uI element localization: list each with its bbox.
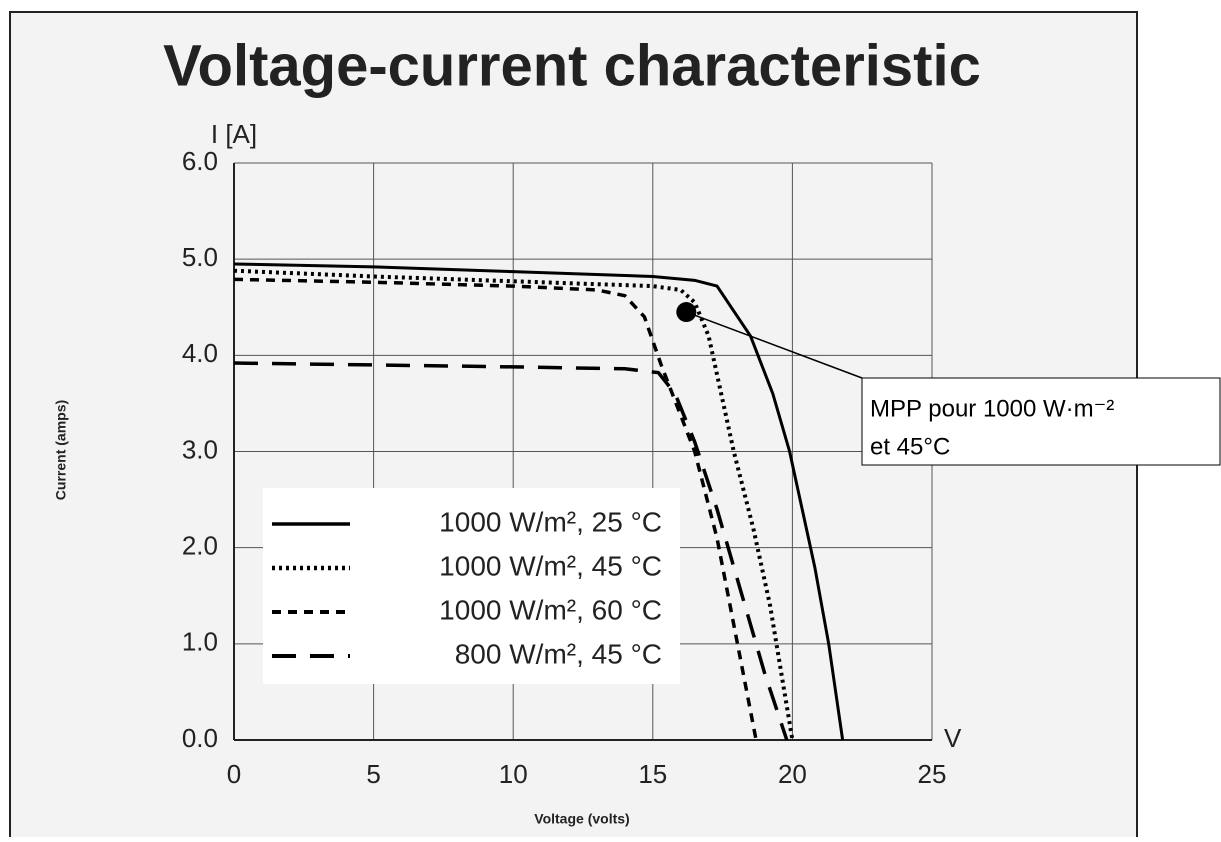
annotation-arrow xyxy=(686,311,863,379)
legend-label: 800 W/m², 45 °C xyxy=(455,638,662,669)
legend-label: 1000 W/m², 25 °C xyxy=(439,506,662,537)
series-line xyxy=(233,277,758,741)
annotation-box xyxy=(861,377,1221,466)
y-tick-label: 5.0 xyxy=(182,242,218,272)
y-axis-label: Current (amps) xyxy=(53,400,69,500)
chart-title: Voltage-current characteristic xyxy=(163,33,981,98)
x-tick-label: 0 xyxy=(227,759,241,789)
x-tick-label: 25 xyxy=(918,759,947,789)
x-tick-label: 5 xyxy=(366,759,380,789)
x-tick-label: 10 xyxy=(499,759,528,789)
x-tick-label: 15 xyxy=(638,759,667,789)
series-line xyxy=(233,361,789,741)
mpp-point xyxy=(676,302,697,323)
y-tick-label: 2.0 xyxy=(182,531,218,561)
y-unit: I [A] xyxy=(211,119,257,149)
x-unit: V xyxy=(944,723,962,753)
series-line xyxy=(233,262,845,741)
annotation-text: et 45°C xyxy=(870,433,950,460)
legend-box xyxy=(263,488,680,684)
x-axis-label: Voltage (volts) xyxy=(534,811,629,827)
series-line xyxy=(233,268,795,741)
y-tick-label: 4.0 xyxy=(182,338,218,368)
y-tick-label: 3.0 xyxy=(182,434,218,464)
legend-label: 1000 W/m², 60 °C xyxy=(439,594,662,625)
y-tick-label: 0.0 xyxy=(182,723,218,753)
y-tick-label: 1.0 xyxy=(182,627,218,657)
annotation-text: MPP pour 1000 W·m⁻² xyxy=(870,395,1114,422)
legend-label: 1000 W/m², 45 °C xyxy=(439,550,662,581)
x-tick-label: 20 xyxy=(778,759,807,789)
y-tick-label: 6.0 xyxy=(182,146,218,176)
